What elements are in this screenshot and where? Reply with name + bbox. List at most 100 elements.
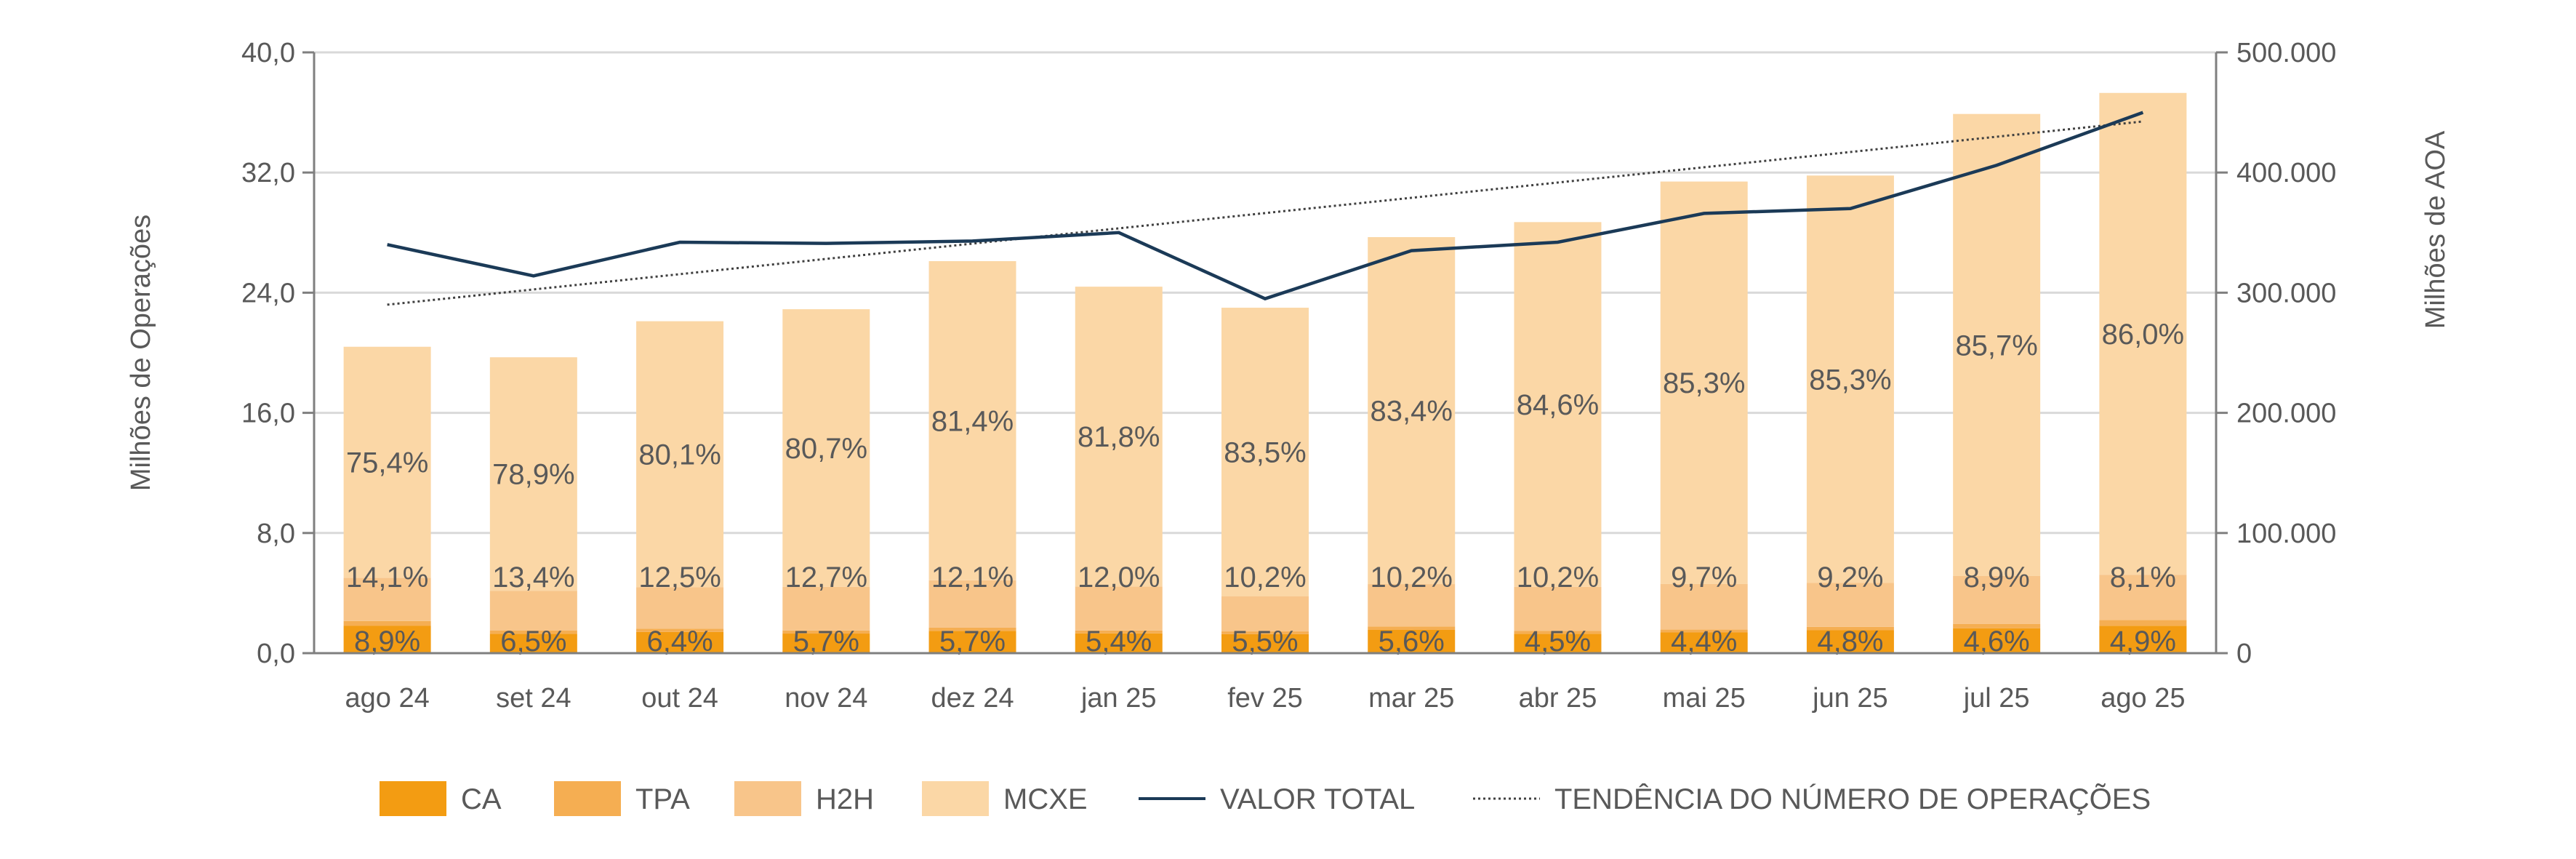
left-tick-label: 24,0: [241, 278, 295, 308]
bar-segment-ca: [1514, 634, 1602, 653]
data-label-mcxe: 85,7%: [1955, 329, 2037, 361]
bar-segment-h2h: [2099, 575, 2187, 620]
bar-segment-ca: [1660, 632, 1748, 653]
bars: [343, 92, 2187, 653]
bar-segment-h2h: [1075, 586, 1163, 631]
legend-swatch-h2h: [734, 781, 801, 816]
bar-segment-tpa: [343, 620, 431, 626]
trend-line: [387, 120, 2143, 306]
data-label-h2h: 12,7%: [785, 562, 867, 594]
bar-segment-tpa: [2099, 620, 2187, 626]
data-label-mcxe: 81,8%: [1078, 421, 1160, 453]
bar-segment-mcxe: [2099, 92, 2187, 575]
x-tick-label: set 24: [496, 683, 571, 714]
bar-segment-mcxe: [1368, 236, 1456, 585]
bar-segment-tpa: [1660, 629, 1748, 633]
left-tick-label: 32,0: [241, 158, 295, 188]
right-tick-label: 0: [2236, 639, 2252, 669]
x-tick-label: jan 25: [1080, 683, 1157, 714]
left-tick-label: 40,0: [241, 38, 295, 68]
data-label-mcxe: 75,4%: [346, 447, 428, 479]
legend-label-mcxe: MCXE: [1003, 783, 1088, 815]
left-tick-label: 0,0: [257, 639, 295, 669]
data-label-h2h: 12,0%: [1078, 562, 1160, 594]
bar-segment-ca: [489, 634, 577, 653]
data-label-mcxe: 83,4%: [1371, 396, 1453, 428]
data-label-mcxe: 86,0%: [2102, 319, 2184, 351]
data-label-h2h: 14,1%: [346, 562, 428, 594]
data-label-h2h: 9,2%: [1817, 562, 1883, 594]
bar-segment-h2h: [1806, 583, 1894, 627]
legend-label-valor-total: VALOR TOTAL: [1220, 783, 1415, 815]
bar-segment-h2h: [343, 578, 431, 621]
bar-segment-mcxe: [928, 261, 1016, 580]
data-label-h2h: 12,1%: [931, 562, 1014, 594]
x-tick-label: jun 25: [1812, 683, 1888, 714]
bar-segment-ca: [343, 626, 431, 653]
bar-segment-h2h: [1660, 583, 1748, 630]
bar-segment-ca: [1953, 628, 2041, 653]
gridlines: [314, 51, 2216, 535]
bar-segment-mcxe: [1221, 308, 1309, 596]
right-tick-label: 200.000: [2236, 399, 2336, 429]
data-label-h2h: 12,5%: [638, 562, 721, 594]
x-tick-label: mai 25: [1663, 683, 1746, 714]
bar-segment-mcxe: [1953, 113, 2041, 576]
data-label-h2h: 9,7%: [1671, 562, 1737, 594]
right-tick-label: 500.000: [2236, 38, 2336, 68]
bar-segment-ca: [1221, 634, 1309, 653]
bar-segment-ca: [636, 631, 724, 653]
data-label-mcxe: 81,4%: [931, 405, 1014, 437]
left-axis-title: Milhões de Operações: [126, 215, 156, 491]
data-label-mcxe: 80,7%: [785, 433, 867, 465]
data-label-h2h: 10,2%: [1371, 562, 1453, 594]
legend-swatch-mcxe: [922, 781, 989, 816]
bar-segment-tpa: [489, 630, 577, 634]
right-tick-label: 400.000: [2236, 158, 2336, 188]
bar-segment-tpa: [636, 628, 724, 632]
left-tick-label: 8,0: [257, 519, 295, 549]
data-label-h2h: 8,9%: [1964, 562, 2030, 594]
legend-label-tpa: TPA: [635, 783, 690, 815]
x-tick-label: out 24: [641, 683, 718, 714]
bar-segment-ca: [928, 631, 1016, 653]
right-axis-title: Milhões de AOA: [2420, 130, 2451, 329]
bar-segment-ca: [782, 634, 870, 653]
right-tick-label: 100.000: [2236, 519, 2336, 549]
bar-segment-mcxe: [1806, 175, 1894, 583]
bar-segment-h2h: [1368, 584, 1456, 627]
data-label-mcxe: 80,1%: [638, 439, 721, 471]
valor-total-line: [387, 111, 2144, 301]
x-tick-label: ago 24: [345, 683, 429, 714]
bar-segment-tpa: [1075, 630, 1163, 634]
left-tick-label: 16,0: [241, 399, 295, 429]
right-tick-label: 300.000: [2236, 278, 2336, 308]
bar-segment-ca: [1806, 630, 1894, 653]
axes: 0,0 0 8,0 100.000 16,0 200.000 24,0 300.000 32,0…: [126, 38, 2451, 714]
bar-segment-mcxe: [1514, 222, 1602, 587]
bar-segment-h2h: [489, 591, 577, 631]
bar-segment-mcxe: [343, 346, 431, 578]
x-tick-label: jul 25: [1963, 683, 2030, 714]
x-tick-label: abr 25: [1519, 683, 1597, 714]
x-tick-label: mar 25: [1368, 683, 1454, 714]
bar-segment-ca: [1368, 629, 1456, 653]
data-label-h2h: 10,2%: [1517, 562, 1599, 594]
data-label-mcxe: 78,9%: [492, 459, 574, 491]
bar-segment-mcxe: [636, 321, 724, 588]
legend: CA TPA H2H MCXE VALOR TOTAL TENDÊNCIA DO NÚME…: [380, 781, 2151, 816]
x-tick-label: fev 25: [1227, 683, 1303, 714]
legend-label-ca: CA: [461, 783, 502, 815]
data-label-mcxe: 85,3%: [1809, 364, 1891, 396]
bar-segment-tpa: [1368, 626, 1456, 630]
legend-label-trend: TENDÊNCIA DO NÚMERO DE OPERAÇÕES: [1554, 783, 2151, 815]
bar-segment-h2h: [1953, 575, 2041, 624]
bar-segment-h2h: [636, 587, 724, 629]
bar-segment-ca: [1075, 633, 1163, 653]
data-label-mcxe: 83,5%: [1224, 436, 1306, 468]
bar-segment-tpa: [1514, 631, 1602, 634]
bar-segment-h2h: [782, 586, 870, 631]
lines: [387, 111, 2144, 306]
bar-segment-ca: [2099, 626, 2187, 653]
